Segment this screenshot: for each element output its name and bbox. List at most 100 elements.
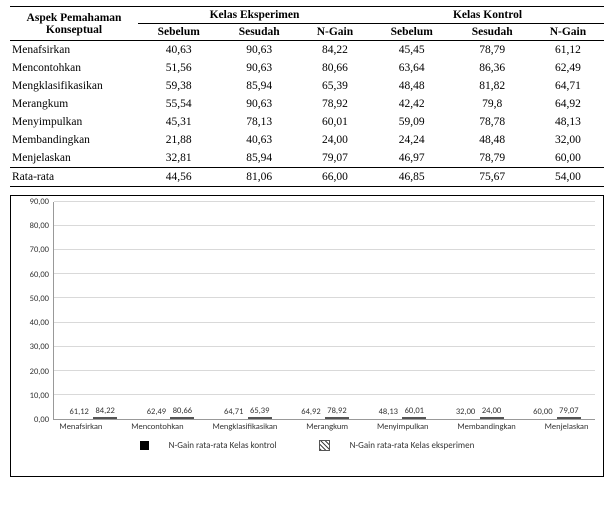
table-row: Mengklasifikasikan59,3885,9465,3948,4881… — [10, 77, 604, 95]
cell-value: 45,45 — [371, 41, 452, 60]
bar-value-label: 64,92 — [301, 407, 320, 417]
row-label: Menjelaskan — [10, 149, 138, 168]
cell-value: 66,00 — [299, 168, 371, 187]
bar-group: 61,1284,22 — [68, 417, 117, 419]
cell-value: 85,94 — [219, 77, 298, 95]
cell-value: 81,06 — [219, 168, 298, 187]
cell-value: 24,00 — [299, 131, 371, 149]
cell-value: 64,71 — [532, 77, 604, 95]
x-label: Mencontohkan — [131, 422, 183, 432]
th-sub: N-Gain — [299, 24, 371, 41]
bar-value-label: 78,92 — [327, 406, 346, 416]
cell-value: 79,07 — [299, 149, 371, 168]
bar-value-label: 61,12 — [69, 407, 88, 417]
cell-value: 90,63 — [219, 59, 298, 77]
x-label: Membandingkan — [457, 422, 515, 432]
cell-value: 48,48 — [371, 77, 452, 95]
table-row: Menafsirkan40,6390,6384,2245,4578,7961,1… — [10, 41, 604, 60]
footer-label: Rata-rata — [10, 168, 138, 187]
cell-value: 40,63 — [219, 131, 298, 149]
table-row: Menyimpulkan45,3178,1360,0159,0978,7848,… — [10, 113, 604, 131]
x-label: Merangkum — [306, 422, 348, 432]
y-tick: 40,00 — [30, 318, 49, 328]
bar-value-label: 32,00 — [456, 407, 475, 417]
gridline — [54, 322, 595, 323]
y-tick: 60,00 — [30, 270, 49, 280]
cell-value: 46,97 — [371, 149, 452, 168]
y-tick: 30,00 — [30, 342, 49, 352]
page: Aspek Pemahaman Konseptual Kelas Eksperi… — [0, 0, 614, 528]
cell-value: 79,8 — [452, 95, 531, 113]
gridline — [54, 394, 595, 395]
cell-value: 60,00 — [532, 149, 604, 168]
cell-value: 63,64 — [371, 59, 452, 77]
bar-groups: 61,1284,2262,4980,6664,7165,3964,9278,92… — [54, 202, 595, 419]
table-row: Merangkum55,5490,6378,9242,4279,864,92 — [10, 95, 604, 113]
gridline — [54, 201, 595, 202]
bar-group: 48,1360,01 — [377, 417, 426, 419]
y-tick: 50,00 — [30, 294, 49, 304]
row-label: Mencontohkan — [10, 59, 138, 77]
x-label: Mengklasifikasikan — [212, 422, 277, 432]
bar-chart: 0,0010,0020,0030,0040,0050,0060,0070,008… — [10, 195, 604, 477]
y-tick: 70,00 — [30, 245, 49, 255]
cell-value: 54,00 — [532, 168, 604, 187]
swatch-hatch-icon — [319, 440, 330, 451]
plot-area: 61,1284,2262,4980,6664,7165,3964,9278,92… — [53, 202, 595, 420]
x-label: Menjelaskan — [545, 422, 589, 432]
cell-value: 48,48 — [452, 131, 531, 149]
y-tick: 90,00 — [30, 197, 49, 207]
th-sub: Sesudah — [219, 24, 298, 41]
cell-value: 78,78 — [452, 113, 531, 131]
cell-value: 44,56 — [138, 168, 219, 187]
legend-item-eksperimen: N-Gain rata-rata Kelas eksperimen — [309, 440, 485, 451]
bar-group: 60,0079,07 — [532, 417, 581, 419]
legend-label: N-Gain rata-rata Kelas kontrol — [169, 440, 277, 451]
cell-value: 51,56 — [138, 59, 219, 77]
row-label: Merangkum — [10, 95, 138, 113]
bar-value-label: 65,39 — [250, 406, 269, 416]
bar-eksperimen: 65,39 — [248, 417, 272, 419]
cell-value: 78,79 — [452, 149, 531, 168]
cell-value: 60,01 — [299, 113, 371, 131]
cell-value: 32,00 — [532, 131, 604, 149]
th-sub: Sesudah — [452, 24, 531, 41]
cell-value: 40,63 — [138, 41, 219, 60]
x-axis-labels: MenafsirkanMencontohkanMengklasifikasika… — [45, 422, 603, 432]
data-table: Aspek Pemahaman Konseptual Kelas Eksperi… — [10, 6, 604, 187]
cell-value: 78,79 — [452, 41, 531, 60]
cell-value: 61,12 — [532, 41, 604, 60]
cell-value: 75,67 — [452, 168, 531, 187]
cell-value: 78,92 — [299, 95, 371, 113]
gridline — [54, 225, 595, 226]
cell-value: 90,63 — [219, 95, 298, 113]
gridline — [54, 249, 595, 250]
cell-value: 78,13 — [219, 113, 298, 131]
x-label: Menyimpulkan — [377, 422, 429, 432]
cell-value: 46,85 — [371, 168, 452, 187]
bar-value-label: 80,66 — [173, 406, 192, 416]
cell-value: 85,94 — [219, 149, 298, 168]
chart-area: 0,0010,0020,0030,0040,0050,0060,0070,008… — [19, 202, 595, 420]
cell-value: 21,88 — [138, 131, 219, 149]
bar-eksperimen: 79,07 — [557, 417, 581, 419]
cell-value: 59,09 — [371, 113, 452, 131]
bar-eksperimen: 84,22 — [93, 417, 117, 419]
bar-value-label: 79,07 — [559, 406, 578, 416]
y-tick: 80,00 — [30, 221, 49, 231]
cell-value: 48,13 — [532, 113, 604, 131]
gridline — [54, 297, 595, 298]
table-row: Membandingkan21,8840,6324,0024,2448,4832… — [10, 131, 604, 149]
cell-value: 59,38 — [138, 77, 219, 95]
swatch-solid-icon — [140, 441, 149, 450]
bar-value-label: 24,00 — [482, 406, 501, 416]
cell-value: 42,42 — [371, 95, 452, 113]
th-exp: Kelas Eksperimen — [138, 7, 371, 24]
bar-value-label: 60,00 — [533, 407, 552, 417]
bar-eksperimen: 60,01 — [402, 417, 426, 419]
table-row: Mencontohkan51,5690,6380,6663,6486,3662,… — [10, 59, 604, 77]
bar-group: 62,4980,66 — [145, 417, 194, 419]
cell-value: 55,54 — [138, 95, 219, 113]
cell-value: 80,66 — [299, 59, 371, 77]
th-sub: N-Gain — [532, 24, 604, 41]
